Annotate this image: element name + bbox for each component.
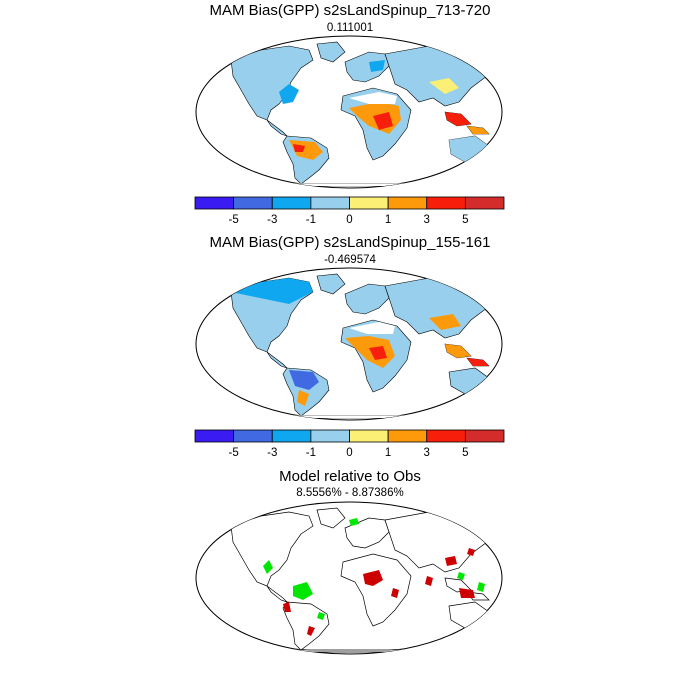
colorbar-tick-label: -5 — [229, 214, 239, 226]
panel-2-title: MAM Bias(GPP) s2sLandSpinup_155-161 — [209, 234, 491, 251]
colorbar-box — [349, 429, 389, 443]
colorbar-box — [310, 429, 350, 443]
colorbar-tick-label: 3 — [424, 447, 430, 459]
colorbar-box — [194, 196, 235, 210]
colorbar-box — [233, 196, 273, 210]
map-1 — [195, 35, 503, 189]
colorbar-tick-label: 5 — [462, 214, 468, 226]
colorbar-tick-label: -3 — [267, 447, 277, 459]
colorbar-tick-label: 1 — [385, 447, 391, 459]
colorbar-tick-label: 0 — [346, 447, 352, 459]
colorbar-tick-label: 0 — [346, 214, 352, 226]
panel-3-title: Model relative to Obs — [279, 468, 421, 485]
colorbar-box — [271, 429, 312, 443]
colorbar-box — [426, 196, 466, 210]
map-2 — [195, 267, 503, 421]
colorbar-tick-label: -1 — [306, 214, 316, 226]
colorbar-box — [271, 196, 312, 210]
colorbar-tick-label: -1 — [306, 447, 316, 459]
panel-3-subtitle: 8.5556% - 8.87386% — [296, 487, 404, 499]
colorbar-box — [387, 429, 428, 443]
colorbar-box — [194, 429, 235, 443]
colorbar-box — [349, 196, 389, 210]
panel-2-subtitle: -0.469574 — [324, 254, 376, 266]
colorbar-tick-label: 5 — [462, 447, 468, 459]
colorbar-box — [464, 429, 505, 443]
colorbar-box — [310, 196, 350, 210]
model-higher-regions — [263, 518, 485, 620]
colorbar-tick-label: 3 — [424, 214, 430, 226]
colorbar-box — [387, 196, 428, 210]
map-3-land — [230, 507, 490, 653]
panel-1-title: MAM Bias(GPP) s2sLandSpinup_713-720 — [209, 2, 491, 19]
colorbar-2: -5 -3 -1 0 1 3 5 — [194, 429, 505, 459]
colorbar-box — [464, 196, 505, 210]
panel-1-subtitle: 0.111001 — [326, 22, 374, 34]
model-lower-regions — [283, 548, 475, 636]
colorbar-box — [233, 429, 273, 443]
colorbar-tick-label: -5 — [229, 447, 239, 459]
colorbar-1: -5 -3 -1 0 1 3 5 — [194, 196, 505, 226]
colorbar-tick-label: -3 — [267, 214, 277, 226]
colorbar-tick-label: 1 — [385, 214, 391, 226]
colorbar-box — [426, 429, 466, 443]
map-3 — [195, 501, 503, 655]
